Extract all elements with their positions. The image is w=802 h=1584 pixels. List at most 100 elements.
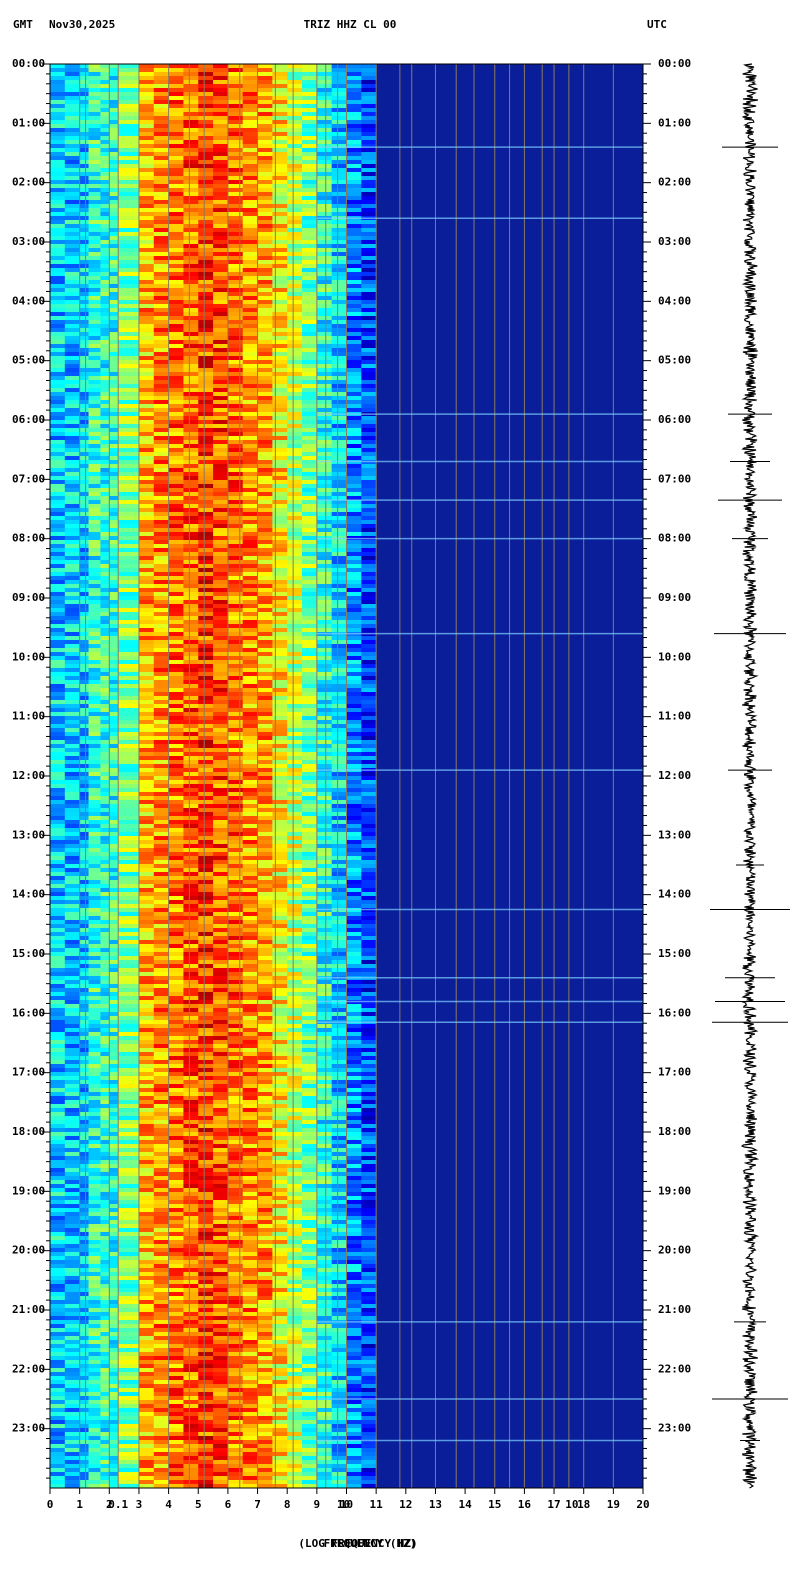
spectrogram-cell — [346, 124, 362, 128]
spectrogram-cell — [257, 256, 273, 260]
spectrogram-cell — [109, 380, 119, 384]
spectrogram-cell — [100, 704, 110, 708]
spectrogram-cell — [213, 360, 229, 364]
spectrogram-cell — [257, 196, 273, 200]
spectrogram-cell — [64, 820, 81, 824]
spectrogram-cell — [361, 924, 377, 928]
spectrogram-cell — [213, 456, 229, 460]
spectrogram-cell — [346, 260, 362, 264]
spectrogram-cell — [109, 528, 119, 532]
spectrogram-cell — [346, 108, 362, 112]
spectrogram-cell — [88, 480, 101, 484]
spectrogram-cell — [100, 312, 110, 316]
spectrogram-cell — [168, 144, 184, 148]
spectrogram-cell — [100, 188, 110, 192]
spectrogram-cell — [316, 484, 333, 488]
spectrogram-cell — [287, 440, 303, 444]
spectrogram-cell — [64, 468, 81, 472]
spectrogram-cell — [213, 632, 229, 636]
spectrogram-cell — [272, 656, 288, 660]
spectrogram-cell — [287, 716, 303, 720]
spectrogram-cell — [183, 128, 199, 132]
spectrogram-cell — [88, 428, 101, 432]
spectrogram-cell — [331, 540, 347, 544]
spectrogram-cell — [118, 404, 140, 408]
spectrogram-cell — [331, 360, 347, 364]
spectrogram-cell — [346, 72, 362, 76]
spectrogram-cell — [138, 432, 155, 436]
date: Nov30,2025 — [49, 18, 115, 31]
spectrogram-cell — [109, 320, 119, 324]
spectrogram-cell — [213, 592, 229, 596]
spectrogram-cell — [109, 208, 119, 212]
spectrogram-cell — [227, 436, 244, 440]
spectrogram-cell — [346, 848, 362, 852]
spectrogram-cell — [100, 140, 110, 144]
spectrogram-cell — [88, 396, 101, 400]
spectrogram-cell — [361, 640, 377, 644]
spectrogram-cell — [316, 600, 333, 604]
spectrogram-cell — [168, 596, 184, 600]
spectrogram-cell — [100, 472, 110, 476]
spectrogram-cell — [153, 856, 170, 860]
spectrogram-cell — [242, 260, 259, 264]
spectrogram-cell — [272, 164, 288, 168]
spectrogram-cell — [242, 700, 259, 704]
spectrogram-cell — [316, 716, 333, 720]
spectrogram-cell — [118, 672, 140, 676]
spectrogram-cell — [257, 652, 273, 656]
spectrogram-cell — [213, 312, 229, 316]
spectrogram-cell — [79, 744, 90, 748]
spectrogram-cell — [88, 752, 101, 756]
spectrogram-cell — [361, 308, 377, 312]
spectrogram-cell — [287, 564, 303, 568]
spectrogram-cell — [227, 564, 244, 568]
spectrogram-cell — [287, 236, 303, 240]
spectrogram-cell — [138, 916, 155, 920]
spectrogram-cell — [287, 228, 303, 232]
spectrogram-cell — [153, 304, 170, 308]
spectrogram-cell — [227, 192, 244, 196]
spectrogram-cell — [257, 884, 273, 888]
spectrogram-cell — [64, 816, 81, 820]
spectrogram-cell — [183, 676, 199, 680]
spectrogram-cell — [213, 764, 229, 768]
spectrogram-cell — [79, 484, 90, 488]
spectrogram-cell — [64, 220, 81, 224]
spectrogram-cell — [50, 288, 66, 292]
spectrogram-cell — [64, 752, 81, 756]
spectrogram-cell — [257, 880, 273, 884]
spectrogram-cell — [118, 504, 140, 508]
spectrogram-cell — [153, 84, 170, 88]
spectrogram-cell — [100, 368, 110, 372]
spectrogram-cell — [118, 776, 140, 780]
spectrogram-cell — [138, 556, 155, 560]
spectrogram-cell — [118, 828, 140, 832]
spectrogram-cell — [168, 784, 184, 788]
spectrogram-cell — [183, 120, 199, 124]
spectrogram-cell — [302, 812, 318, 816]
spectrogram-cell — [316, 824, 333, 828]
spectrogram-cell — [213, 504, 229, 508]
spectrogram-cell — [302, 908, 318, 912]
spectrogram-cell — [50, 756, 66, 760]
spectrogram-cell — [118, 648, 140, 652]
spectrogram-cell — [50, 532, 66, 536]
spectrogram-cell — [109, 844, 119, 848]
spectrogram-cell — [79, 736, 90, 740]
spectrogram-cell — [168, 832, 184, 836]
spectrogram-cell — [168, 232, 184, 236]
spectrogram-cell — [168, 204, 184, 208]
spectrogram-cell — [331, 876, 347, 880]
spectrogram-cell — [168, 416, 184, 420]
spectrogram-cell — [183, 588, 199, 592]
spectrogram-cell — [287, 388, 303, 392]
spectrogram-cell — [242, 332, 259, 336]
spectrogram-cell — [257, 760, 273, 764]
spectrogram-cell — [50, 72, 66, 76]
spectrogram-cell — [227, 424, 244, 428]
spectrogram-cell — [302, 900, 318, 904]
spectrogram-cell — [100, 688, 110, 692]
spectrogram-cell — [118, 512, 140, 516]
spectrogram-cell — [50, 352, 66, 356]
